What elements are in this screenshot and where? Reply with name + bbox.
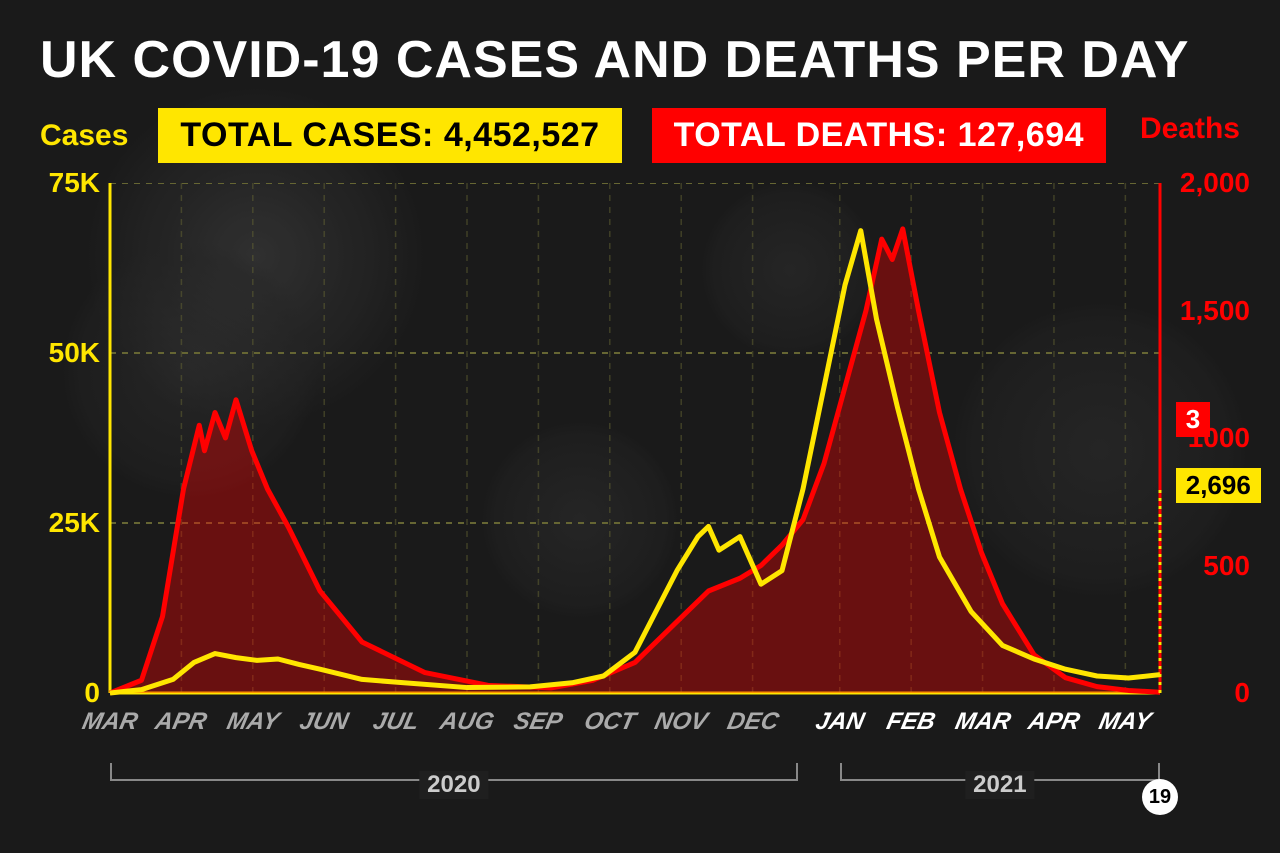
- chart-title: UK COVID-19 CASES AND DEATHS PER DAY: [40, 30, 1240, 90]
- x-label: JUL: [370, 708, 421, 736]
- end-day-marker: 19: [1142, 779, 1178, 815]
- left-tick: 75K: [30, 167, 100, 199]
- x-label: MAR: [952, 708, 1013, 736]
- x-label: OCT: [581, 708, 638, 736]
- right-tick: 1,500: [1180, 295, 1250, 327]
- x-label: MAR: [80, 708, 141, 736]
- x-label: SEP: [511, 708, 565, 736]
- total-deaths-badge: TOTAL DEATHS: 127,694: [652, 108, 1106, 163]
- deaths-callout: 3: [1176, 402, 1210, 437]
- year-label: 2021: [965, 771, 1034, 799]
- x-label: MAY: [1097, 708, 1155, 736]
- x-label: APR: [153, 708, 210, 736]
- header-row: Cases TOTAL CASES: 4,452,527 TOTAL DEATH…: [40, 108, 1240, 163]
- cases-callout: 2,696: [1176, 468, 1261, 503]
- x-label: JUN: [297, 708, 351, 736]
- x-label: DEC: [724, 708, 781, 736]
- chart-plot-area: 025K50K75K050010001,5002,000MARAPRMAYJUN…: [40, 183, 1240, 743]
- x-label: MAY: [224, 708, 282, 736]
- x-label: JAN: [813, 708, 867, 736]
- x-label: APR: [1026, 708, 1083, 736]
- right-tick: 500: [1203, 550, 1250, 582]
- left-tick: 50K: [30, 337, 100, 369]
- x-label: AUG: [437, 708, 496, 736]
- left-tick: 25K: [30, 507, 100, 539]
- chart-svg: [40, 183, 1240, 743]
- right-tick: 2,000: [1180, 167, 1250, 199]
- cases-axis-label: Cases: [40, 119, 128, 153]
- right-tick: 0: [1234, 677, 1250, 709]
- x-label: FEB: [884, 708, 938, 736]
- total-cases-badge: TOTAL CASES: 4,452,527: [158, 108, 621, 163]
- chart-container: UK COVID-19 CASES AND DEATHS PER DAY Cas…: [0, 0, 1280, 853]
- deaths-axis-label: Deaths: [1140, 112, 1240, 146]
- left-tick: 0: [30, 677, 100, 709]
- year-label: 2020: [419, 771, 488, 799]
- x-axis-labels: MARAPRMAYJUNJULAUGSEPOCTNOVDECJANFEBMARA…: [110, 708, 1160, 748]
- x-label: NOV: [652, 708, 710, 736]
- year-brackets: 2020 2021: [110, 763, 1160, 813]
